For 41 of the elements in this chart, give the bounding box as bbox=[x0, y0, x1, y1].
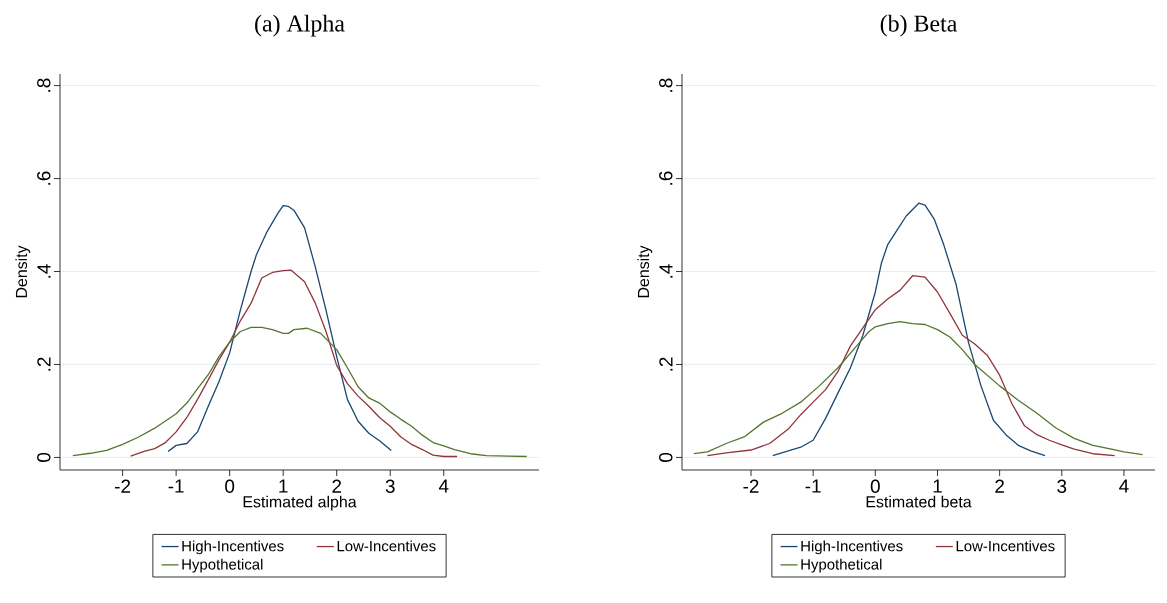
x-tick-label: 1 bbox=[279, 479, 288, 493]
x-tick-label: 0 bbox=[225, 479, 235, 493]
x-tick-label: 2 bbox=[332, 479, 342, 493]
y-tick-label: 0 bbox=[659, 452, 673, 462]
y-tick-label: .6 bbox=[659, 171, 673, 185]
x-tick-label: 0 bbox=[870, 479, 880, 493]
chart-title: (b) Beta bbox=[880, 14, 957, 37]
y-tick-label: .6 bbox=[37, 171, 51, 185]
x-tick-label: 1 bbox=[933, 479, 942, 493]
line-series bbox=[167, 204, 392, 453]
line-series bbox=[130, 269, 458, 458]
legend-label: Hypothetical bbox=[801, 558, 882, 573]
y-tick-label: .2 bbox=[659, 357, 673, 371]
y-tick-label: .8 bbox=[37, 78, 51, 92]
x-tick-label: 4 bbox=[438, 479, 449, 493]
y-tick-label: .2 bbox=[37, 357, 51, 371]
legend-label: Low-Incentives bbox=[337, 540, 436, 552]
y-tick-label: .4 bbox=[37, 264, 51, 278]
legend-label: High-Incentives bbox=[182, 540, 284, 555]
line-series bbox=[72, 326, 528, 458]
legend-label: Hypothetical bbox=[182, 558, 263, 573]
chart-title: (a) Alpha bbox=[255, 14, 345, 37]
y-tick-label: .8 bbox=[659, 78, 673, 92]
x-axis-title: Estimated alpha bbox=[243, 495, 357, 511]
line-series bbox=[706, 275, 1116, 457]
legend-label: High-Incentives bbox=[801, 540, 903, 555]
y-tick-label: .4 bbox=[659, 264, 673, 278]
legend-label: Low-Incentives bbox=[956, 540, 1055, 552]
x-tick-label: 4 bbox=[1119, 479, 1129, 493]
x-tick-label: 3 bbox=[1057, 479, 1067, 493]
line-series bbox=[772, 202, 1046, 457]
x-axis-title: Estimated beta bbox=[866, 495, 972, 508]
x-tick-label: 2 bbox=[995, 479, 1004, 493]
y-axis-title: Density bbox=[15, 245, 31, 298]
x-tick-label: -2 bbox=[115, 479, 131, 493]
y-tick-label: 0 bbox=[37, 452, 51, 462]
x-tick-label: -1 bbox=[805, 479, 821, 493]
x-tick-label: 3 bbox=[385, 479, 395, 493]
x-tick-label: -1 bbox=[168, 479, 184, 493]
y-axis-title: Density bbox=[637, 245, 653, 298]
x-tick-label: -2 bbox=[743, 479, 759, 493]
